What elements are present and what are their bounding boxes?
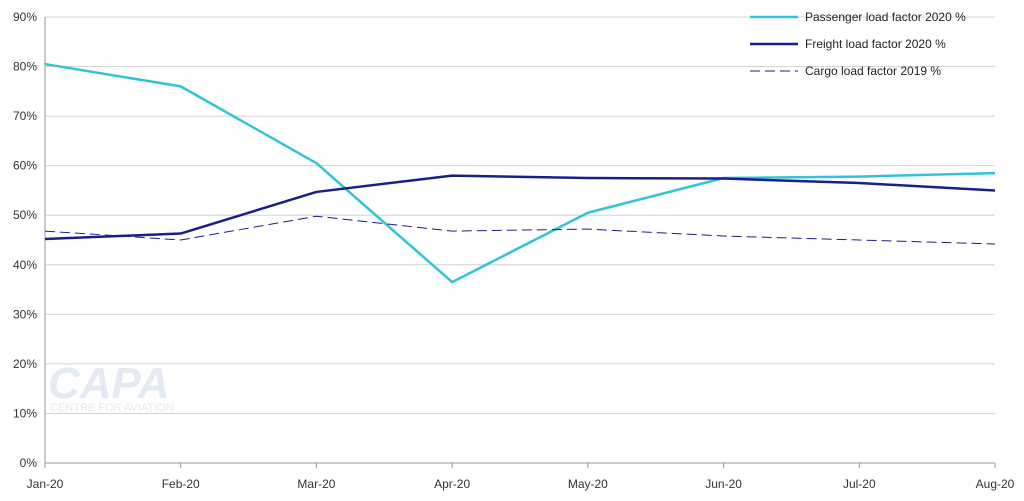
y-tick-label: 0%	[20, 456, 38, 470]
watermark-tagline: CENTRE FOR AVIATION	[50, 402, 174, 414]
y-tick-label: 90%	[13, 10, 37, 24]
y-tick-label: 70%	[13, 109, 37, 123]
y-tick-label: 40%	[13, 258, 37, 272]
chart-series	[44, 62, 996, 284]
x-tick-label: Jul-20	[843, 477, 876, 491]
x-tick-label: May-20	[568, 477, 608, 491]
legend-label-3: Cargo load factor 2019 %	[805, 64, 941, 78]
y-tick-label: 60%	[13, 159, 37, 173]
watermark-brand: CAPA	[48, 359, 169, 408]
x-tick-label: Jun-20	[705, 477, 742, 491]
y-tick-label: 10%	[13, 406, 37, 420]
x-tick-label: Jan-20	[27, 477, 64, 491]
chart-legend: Passenger load factor 2020 % Freight load…	[750, 10, 966, 78]
x-tick-label: Aug-20	[976, 477, 1015, 491]
y-tick-label: 30%	[13, 307, 37, 321]
x-tick-label: Mar-20	[297, 477, 335, 491]
series-line-2	[44, 174, 996, 241]
legend-label-1: Passenger load factor 2020 %	[805, 10, 966, 24]
y-tick-label: 80%	[13, 60, 37, 74]
y-tick-label: 20%	[13, 357, 37, 371]
x-axis: Jan-20 Feb-20 Mar-20 Apr-20 May-20 Jun-20 Jul-…	[27, 463, 1015, 491]
y-tick-label: 50%	[13, 208, 37, 222]
legend-label-2: Freight load factor 2020 %	[805, 37, 946, 51]
chart-gridlines	[45, 16, 995, 464]
series-line-3	[44, 215, 996, 245]
x-tick-label: Apr-20	[434, 477, 470, 491]
y-axis: 0% 10% 20% 30% 40% 50% 60% 70% 80% 90%	[13, 10, 46, 470]
series-line-1	[44, 62, 996, 284]
x-tick-label: Feb-20	[162, 477, 200, 491]
capa-watermark-logo: CAPA CENTRE FOR AVIATION	[48, 359, 174, 414]
